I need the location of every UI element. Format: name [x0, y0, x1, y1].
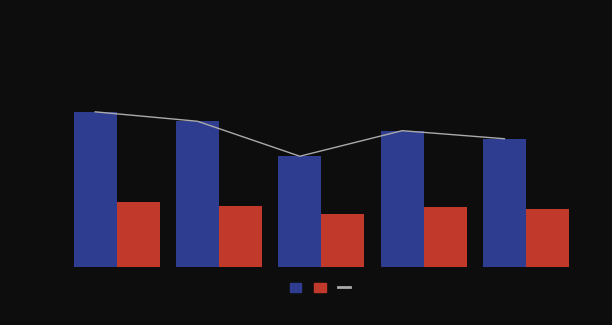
Bar — [381, 131, 424, 266]
Bar — [483, 139, 526, 266]
Legend: , , : , , — [286, 279, 357, 297]
Bar — [73, 112, 117, 266]
Bar — [424, 207, 466, 266]
Bar — [176, 121, 219, 266]
Bar — [321, 214, 364, 266]
Bar — [526, 209, 569, 266]
Bar — [219, 206, 262, 266]
Bar — [278, 156, 321, 266]
Bar — [117, 202, 160, 266]
